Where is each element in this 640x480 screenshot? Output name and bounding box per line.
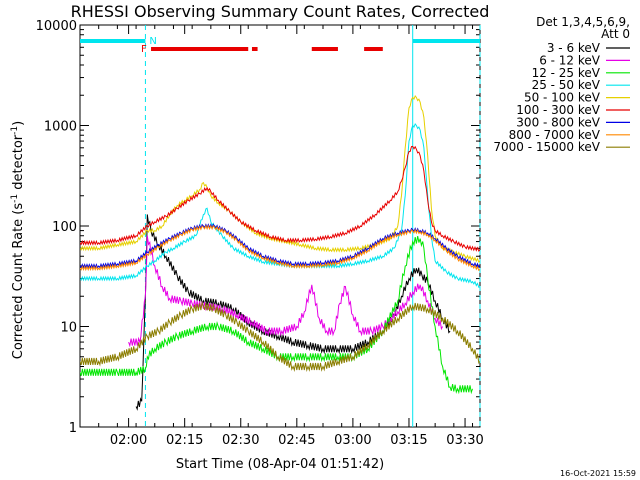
series-line	[80, 96, 480, 262]
y-tick-label: 1000	[44, 120, 77, 135]
y-label-sup1: -1	[10, 194, 20, 203]
flare-marker-label: F	[141, 44, 147, 55]
x-tick-label: 02:00	[110, 433, 147, 448]
legend-label: 7000 - 15000 keV	[493, 140, 600, 154]
y-tick-label: 1	[69, 421, 77, 436]
legend-header: Det 1,3,4,5,6,9, Att 0	[536, 15, 630, 41]
y-tick-label: 100	[52, 220, 77, 235]
y-label-main: Corrected Count Rate (s	[11, 203, 26, 360]
chart-title: RHESSI Observing Summary Count Rates, Co…	[71, 2, 490, 21]
legend-attenuator-line: Att 0	[601, 27, 630, 41]
y-label-mid: detector	[11, 134, 26, 194]
x-tick-label: 03:00	[334, 433, 371, 448]
x-tick-label: 02:15	[166, 433, 203, 448]
x-tick-label: 03:30	[446, 433, 483, 448]
night-marker-label: N	[149, 36, 156, 47]
y-label-sup2: -1	[10, 126, 20, 135]
series-line	[129, 236, 443, 346]
y-tick-label: 10000	[36, 19, 77, 34]
chart-dynamic-layer: 1 10 100 1000 10000 02:00 02:15 02:30 02:45 03:00…	[36, 19, 630, 448]
y-label-end: )	[11, 121, 26, 126]
x-axis-label: Start Time (08-Apr-04 01:51:42)	[176, 457, 384, 472]
series-line	[80, 146, 480, 251]
plot-frame	[80, 25, 480, 427]
x-tick-label: 02:30	[222, 433, 259, 448]
y-axis-label: Corrected Count Rate (s-1 detector-1)	[10, 121, 26, 359]
x-tick-label: 02:45	[278, 433, 315, 448]
timestamp: 16-Oct-2021 15:59	[560, 469, 636, 478]
x-tick-label: 03:15	[390, 433, 427, 448]
y-tick-label: 10	[60, 321, 77, 336]
rhessi-count-rate-chart: RHESSI Observing Summary Count Rates, Co…	[0, 0, 640, 480]
